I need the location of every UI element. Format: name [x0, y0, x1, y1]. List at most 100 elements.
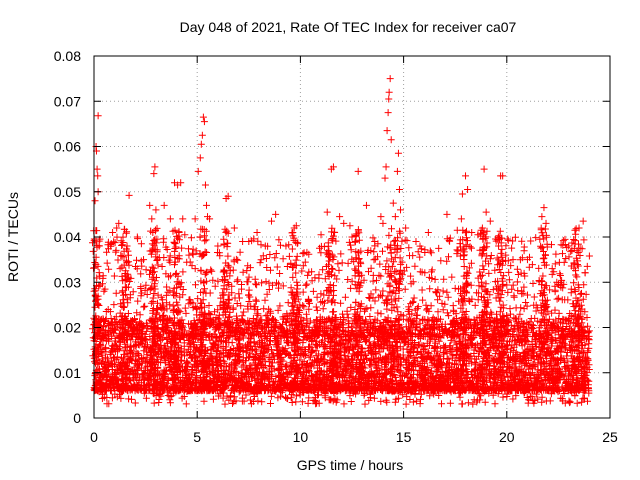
data-point [194, 167, 202, 175]
data-point [329, 163, 337, 171]
y-tick-label: 0.07 [54, 93, 81, 109]
data-point [197, 140, 205, 148]
data-point [166, 215, 174, 223]
data-point [196, 154, 204, 162]
y-tick-label: 0.04 [54, 229, 81, 245]
data-point [245, 238, 253, 246]
data-point [94, 172, 102, 180]
data-point [191, 215, 199, 223]
data-point [523, 256, 531, 264]
data-point [109, 228, 117, 236]
data-point [385, 88, 393, 96]
data-point [152, 206, 160, 214]
y-tick-label: 0.01 [54, 365, 81, 381]
y-tick-label: 0.06 [54, 139, 81, 155]
data-point [548, 265, 556, 273]
data-point [464, 185, 472, 193]
data-point [149, 228, 157, 236]
data-point [292, 222, 300, 230]
data-point [538, 213, 546, 221]
data-point [382, 163, 390, 171]
data-point [371, 238, 379, 246]
data-point [424, 228, 432, 236]
data-point [540, 204, 548, 212]
data-point [397, 206, 405, 214]
y-tick-label: 0.02 [54, 320, 81, 336]
data-point [317, 231, 325, 239]
data-point [393, 167, 401, 175]
data-point [181, 231, 189, 239]
data-point [198, 131, 206, 139]
data-point [495, 242, 503, 250]
data-point [150, 170, 158, 178]
data-point [185, 251, 193, 259]
data-point [395, 185, 403, 193]
data-point [140, 256, 148, 264]
data-point [386, 75, 394, 83]
data-point [230, 224, 238, 232]
data-point [462, 172, 470, 180]
data-point [224, 192, 232, 200]
data-point [575, 224, 583, 232]
data-point [480, 165, 488, 173]
data-point [474, 231, 482, 239]
data-point [272, 210, 280, 218]
data-point [394, 149, 402, 157]
data-point [261, 242, 269, 250]
data-point [412, 238, 420, 246]
data-point [457, 215, 465, 223]
y-tick-labels: 0 0.01 0.02 0.03 0.04 0.05 0.06 0.07 0.08 [54, 48, 81, 426]
data-point [133, 233, 141, 241]
y-tick-label: 0.08 [54, 48, 81, 64]
data-point [91, 197, 99, 205]
data-point [499, 172, 507, 180]
data-point [323, 208, 331, 216]
data-point [239, 238, 247, 246]
y-tick-label: 0.05 [54, 184, 81, 200]
data-points [89, 75, 593, 408]
data-point [115, 219, 123, 227]
x-tick-labels: 0 5 10 15 20 25 [90, 429, 618, 445]
x-tick-label: 15 [396, 429, 412, 445]
tick-marks [93, 55, 611, 419]
data-point [179, 215, 187, 223]
data-point [509, 256, 517, 264]
data-point [458, 190, 466, 198]
x-tick-label: 0 [90, 429, 98, 445]
x-tick-label: 5 [193, 429, 201, 445]
data-point [377, 213, 385, 221]
data-point [402, 224, 410, 232]
data-point [583, 262, 591, 270]
data-point [206, 215, 214, 223]
data-point [381, 174, 389, 182]
y-tick-label: 0 [73, 410, 81, 426]
data-point [389, 199, 397, 207]
data-point [125, 191, 133, 199]
data-point [384, 109, 392, 117]
data-point [146, 201, 154, 209]
data-point [340, 219, 348, 227]
data-point [385, 95, 393, 103]
data-point [379, 219, 387, 227]
data-point [113, 224, 121, 232]
y-tick-label: 0.03 [54, 274, 81, 290]
data-point [468, 228, 476, 236]
data-point [336, 213, 344, 221]
data-point [348, 233, 356, 241]
data-point [148, 215, 156, 223]
data-point [565, 242, 573, 250]
x-tick-label: 25 [602, 429, 618, 445]
data-point [200, 118, 208, 126]
data-point [202, 201, 210, 209]
data-point [542, 219, 550, 227]
data-point [282, 242, 290, 250]
data-point [160, 201, 168, 209]
data-point [177, 179, 185, 187]
y-axis-title: ROTI / TECUs [5, 192, 21, 282]
data-point [571, 226, 579, 234]
data-point [443, 210, 451, 218]
data-point [383, 127, 391, 135]
data-point [387, 136, 395, 144]
x-axis-title: GPS time / hours [297, 457, 404, 473]
